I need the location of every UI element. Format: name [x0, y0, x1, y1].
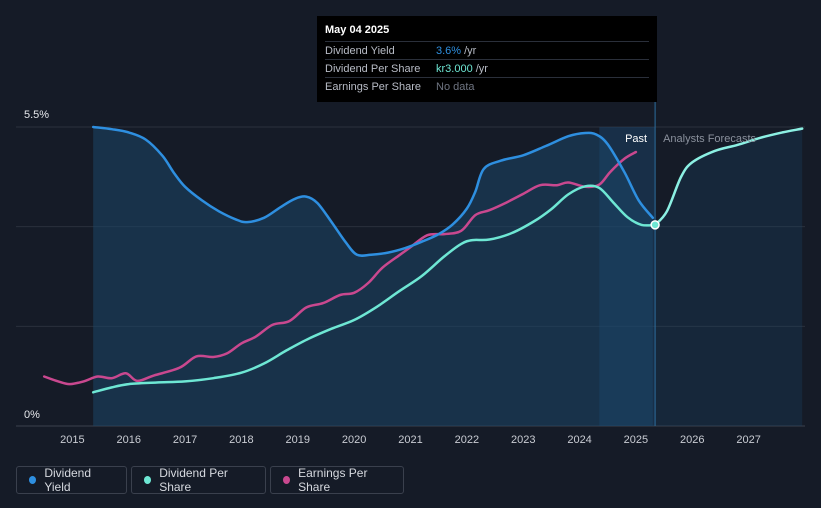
- tooltip-label: Dividend Yield: [325, 44, 395, 57]
- legend-dot-icon: [29, 476, 37, 484]
- dividend-yield-line[interactable]: [91, 125, 655, 258]
- x-tick-label: 2023: [511, 434, 535, 446]
- legend-label: Dividend Per Share: [159, 466, 228, 494]
- tooltip-row-earnings-per-share: Earnings Per Share No data: [325, 78, 649, 95]
- tooltip-value: kr3.000: [436, 62, 473, 75]
- x-tick-label: 2019: [286, 434, 310, 446]
- legend-dot-icon: [144, 476, 152, 484]
- analysts-forecasts-label: Analysts Forecasts: [663, 133, 756, 145]
- earnings-per-share-line[interactable]: [42, 150, 638, 386]
- tooltip-row-dividend-per-share: Dividend Per Share kr3.000 /yr: [325, 60, 649, 78]
- x-tick-label: 2017: [173, 434, 197, 446]
- x-axis-ticks: 2015 2016 2017 2018 2019 2020 2021 2022 2023 2024…: [60, 434, 761, 446]
- x-tick-label: 2020: [342, 434, 366, 446]
- legend-item-dividend-yield[interactable]: Dividend Yield: [16, 466, 127, 494]
- hover-tooltip: May 04 2025 Dividend Yield 3.6% /yr Divi…: [317, 16, 657, 102]
- y-tick-label-bottom: 0%: [24, 409, 40, 421]
- legend-label: Dividend Yield: [44, 466, 92, 494]
- tooltip-unit: /yr: [464, 44, 477, 57]
- x-tick-label: 2022: [455, 434, 479, 446]
- past-label: Past: [625, 133, 647, 145]
- dividend-per-share-forecast-line[interactable]: [653, 127, 804, 227]
- tooltip-label: Earnings Per Share: [325, 80, 421, 93]
- x-tick-label: 2021: [398, 434, 422, 446]
- legend-dot-icon: [283, 476, 291, 484]
- dividend-per-share-line[interactable]: [91, 184, 657, 394]
- x-tick-label: 2025: [624, 434, 648, 446]
- x-tick-label: 2016: [116, 434, 140, 446]
- legend-item-dividend-per-share[interactable]: Dividend Per Share: [131, 466, 266, 494]
- hover-point: [650, 220, 660, 230]
- x-tick-label: 2027: [736, 434, 760, 446]
- tooltip-row-dividend-yield: Dividend Yield 3.6% /yr: [325, 42, 649, 60]
- x-tick-label: 2018: [229, 434, 253, 446]
- legend-item-earnings-per-share[interactable]: Earnings Per Share: [270, 466, 404, 494]
- tooltip-value: No data: [436, 80, 475, 93]
- x-tick-label: 2024: [567, 434, 591, 446]
- tooltip-label: Dividend Per Share: [325, 62, 421, 75]
- x-tick-label: 2015: [60, 434, 84, 446]
- x-tick-label: 2026: [680, 434, 704, 446]
- forecast-area: [655, 128, 803, 426]
- tooltip-unit: /yr: [475, 62, 488, 75]
- tooltip-date: May 04 2025: [325, 24, 649, 42]
- tooltip-value: 3.6%: [436, 44, 462, 57]
- y-tick-label-top: 5.5%: [24, 109, 49, 121]
- legend-label: Earnings Per Share: [298, 466, 368, 494]
